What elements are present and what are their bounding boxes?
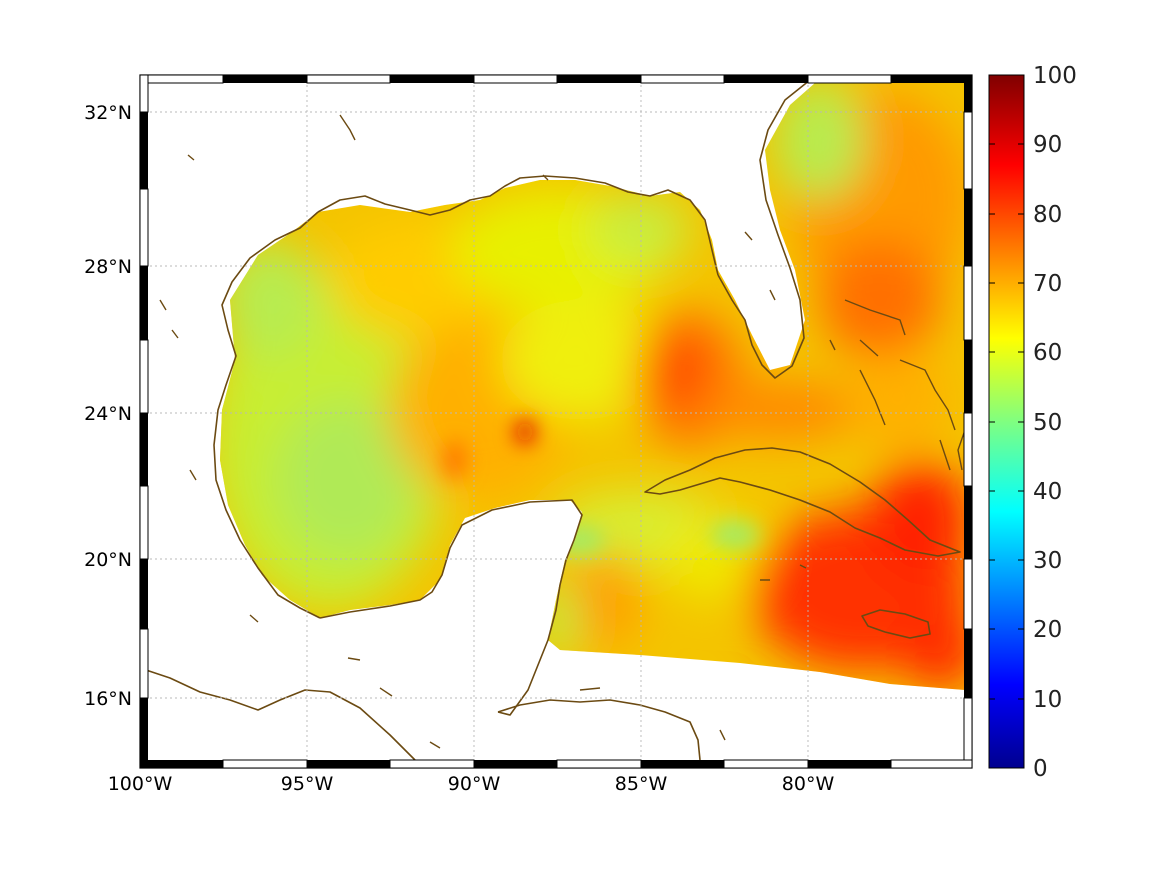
colorbar-label-0: 0 — [1033, 756, 1048, 782]
small-islands — [159, 114, 807, 749]
y-tick-labels: 32°N 28°N 24°N 20°N 16°N — [84, 102, 132, 710]
colorbar-label-60: 60 — [1033, 340, 1062, 366]
colorbar-label-30: 30 — [1033, 548, 1062, 574]
pacific-coast — [139, 667, 416, 761]
colorbar-labels: 100 90 80 70 60 50 40 30 20 10 0 — [1033, 63, 1077, 782]
y-tick-label-20n: 20°N — [84, 549, 132, 571]
bahamas-islands — [829, 299, 956, 471]
frame-right — [963, 75, 973, 761]
x-tick-label-85w: 85°W — [615, 773, 668, 795]
colorbar-label-90: 90 — [1033, 132, 1062, 158]
colorbar-label-40: 40 — [1033, 479, 1062, 505]
florida-coast — [717, 75, 816, 379]
x-tick-label-100w: 100°W — [108, 773, 173, 795]
data-field — [220, 83, 965, 690]
colorbar-label-70: 70 — [1033, 271, 1062, 297]
map-frame — [139, 74, 973, 769]
colorbar-label-20: 20 — [1033, 617, 1062, 643]
x-tick-label-80w: 80°W — [782, 773, 835, 795]
yucatan-coast — [319, 499, 583, 716]
frame-top — [139, 74, 972, 84]
frame-bottom — [140, 759, 973, 769]
central-america-coast — [497, 699, 701, 761]
x-tick-label-90w: 90°W — [448, 773, 501, 795]
frame-left — [139, 74, 149, 760]
colorbar-label-50: 50 — [1033, 410, 1062, 436]
northern-gulf-coast — [317, 175, 719, 276]
y-tick-label-24n: 24°N — [84, 403, 132, 425]
y-tick-label-32n: 32°N — [84, 102, 132, 124]
y-tick-label-16n: 16°N — [84, 688, 132, 710]
gridlines — [140, 75, 972, 768]
colorbar-ticks — [989, 143, 1024, 700]
jamaica-coast — [861, 609, 931, 639]
colorbar-label-100: 100 — [1033, 63, 1077, 89]
x-tick-label-95w: 95°W — [281, 773, 334, 795]
mexico-texas-coast — [213, 211, 321, 619]
coastlines — [139, 75, 966, 761]
x-tick-labels: 100°W 95°W 90°W 85°W 80°W — [108, 773, 835, 795]
hispaniola-edge — [957, 429, 966, 471]
colorbar-label-10: 10 — [1033, 687, 1062, 713]
colorbar: 100 90 80 70 60 50 40 30 20 10 0 — [988, 63, 1077, 782]
y-tick-label-28n: 28°N — [84, 256, 132, 278]
colorbar-label-80: 80 — [1033, 202, 1062, 228]
cuba-coast — [644, 447, 961, 557]
